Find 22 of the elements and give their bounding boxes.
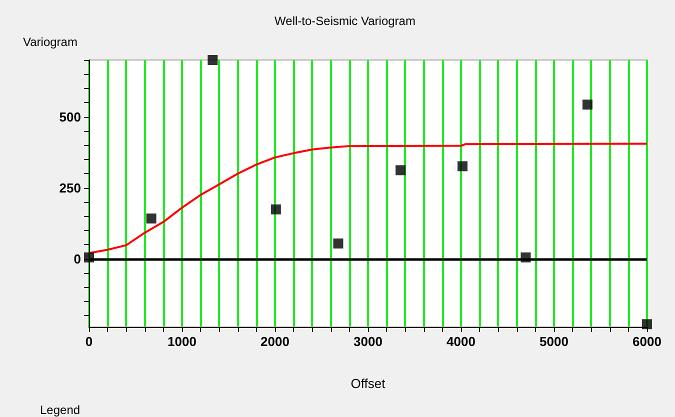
point (146, 213, 156, 224)
text: Legend (40, 403, 80, 417)
y-tick-label: 500 (59, 109, 81, 124)
chart-title: Well-to-Seismic Variogram (274, 14, 416, 28)
x-tick-label: 6000 (632, 334, 662, 349)
point (582, 100, 592, 110)
x-tick-label: 1000 (168, 334, 196, 349)
x-tick-label: 5000 (540, 334, 568, 349)
y-tick-label: 0 (74, 251, 81, 266)
x-tick-label: 2000 (260, 334, 290, 349)
point (333, 238, 344, 248)
y-tick-label: 250 (59, 180, 81, 196)
point (270, 204, 281, 214)
x-axis-title: Offset (350, 376, 386, 391)
x-tick-label: 3000 (354, 334, 382, 349)
x-tick-label: 4000 (446, 334, 476, 349)
y-axis-title: Variogram (23, 35, 78, 49)
point (208, 55, 218, 65)
x-tick-label: 0 (85, 334, 93, 349)
point (457, 161, 468, 172)
point (396, 165, 406, 176)
point (642, 319, 652, 330)
